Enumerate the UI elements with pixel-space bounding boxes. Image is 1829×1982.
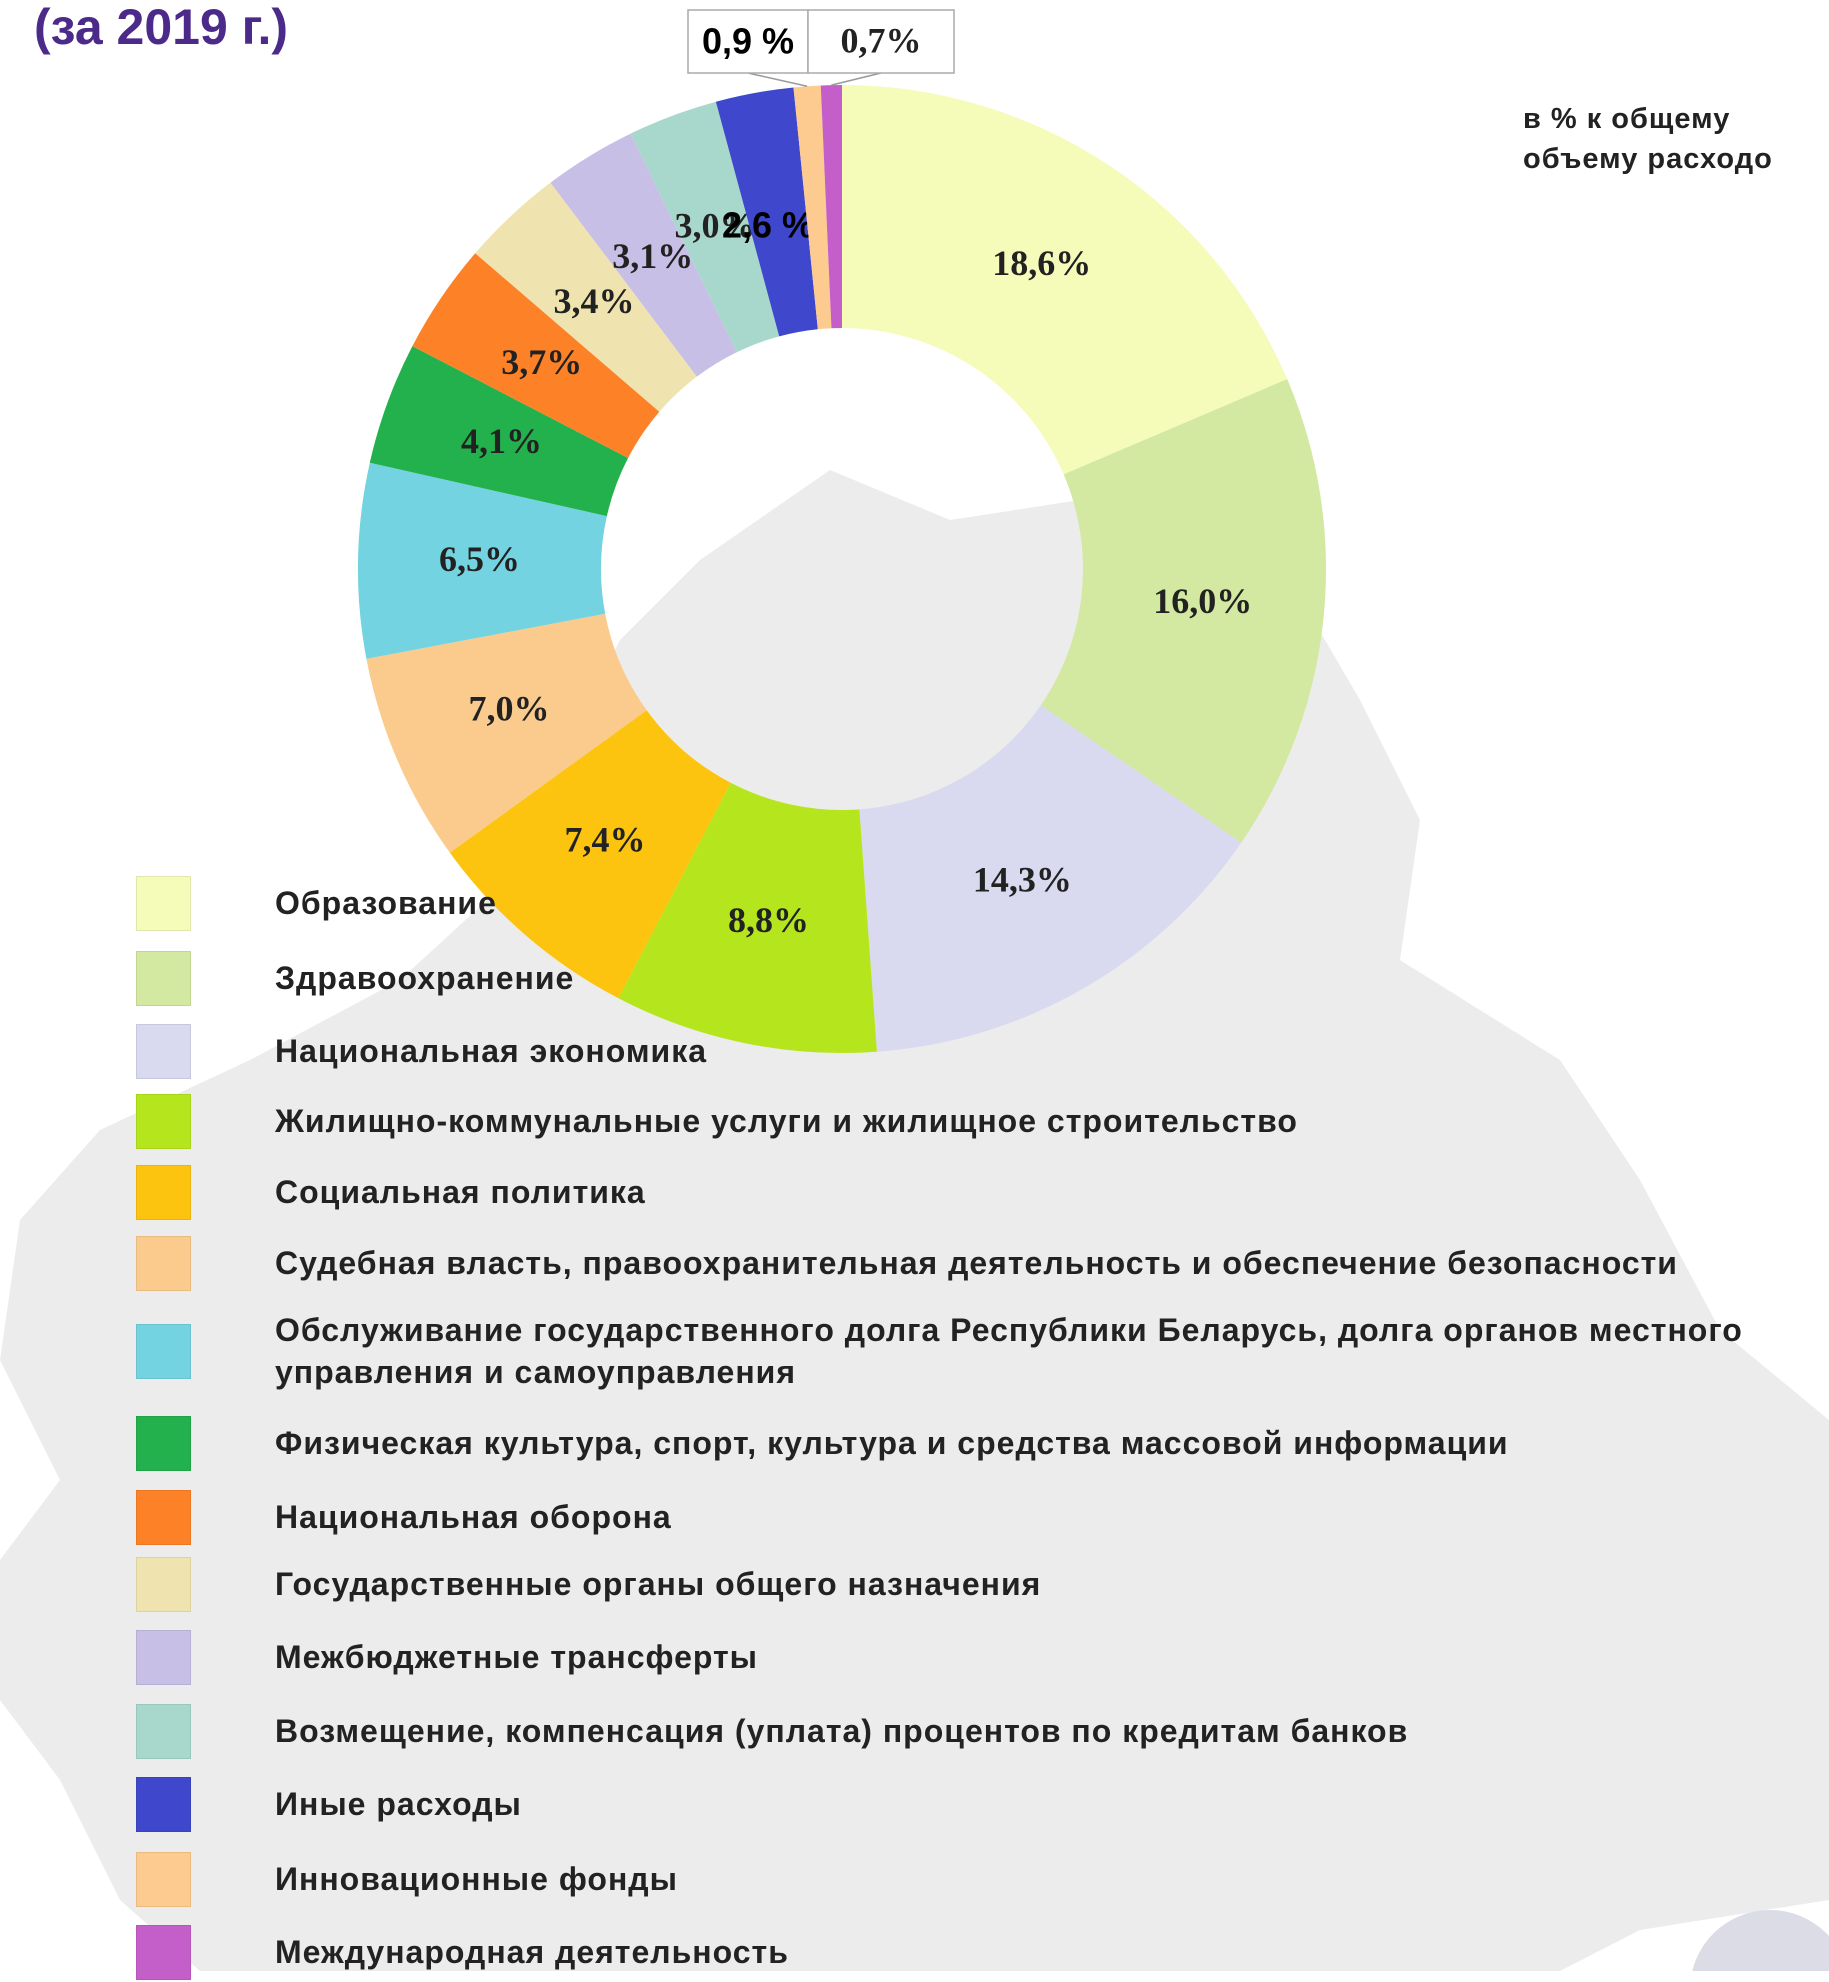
legend-label: Национальная экономика: [275, 1033, 708, 1069]
legend-swatch: [136, 1415, 191, 1471]
slice: [793, 85, 832, 330]
legend-label: Межбюджетные трансферты: [275, 1639, 758, 1675]
slice: [842, 85, 1288, 475]
legend-item: Образование: [136, 873, 497, 933]
slice: [412, 253, 660, 459]
legend-swatch: [136, 1323, 191, 1379]
slice: [357, 462, 607, 659]
legend-label: Государственные органы общего назначения: [275, 1566, 1042, 1602]
value-label: 3,7%: [501, 342, 582, 382]
slice: [449, 710, 731, 999]
value-label: 0,7%: [841, 20, 922, 60]
legend-label: Иные расходы: [275, 1786, 522, 1822]
legend-swatch: [136, 1703, 191, 1759]
legend-item: Здравоохранение: [136, 948, 574, 1008]
value-label: 14,3%: [973, 860, 1072, 900]
legend-swatch: [136, 1629, 191, 1685]
legend-swatch: [136, 1023, 191, 1079]
legend-item: Национальная экономика: [136, 1021, 707, 1081]
legend-swatch: [136, 1924, 191, 1980]
legend-item: Государственные органы общего назначения: [136, 1554, 1041, 1614]
note: в % к общему: [1523, 103, 1730, 135]
slice: [630, 101, 780, 353]
value-label: 16,0%: [1153, 581, 1252, 621]
value-label: 6,5%: [439, 539, 520, 579]
legend-label: Здравоохранение: [275, 960, 575, 996]
legend-label: Физическая культура, спорт, культура и с…: [275, 1425, 1509, 1461]
slice: [475, 182, 697, 412]
callout-line: [831, 72, 882, 86]
value-label: 0,9 %: [702, 21, 794, 62]
legend-swatch: [136, 1556, 191, 1612]
legend-item: Возмещение, компенсация (уплата) процент…: [136, 1701, 1408, 1761]
legend-swatch: [136, 1093, 191, 1149]
slice: [820, 85, 842, 329]
value-label: 2,6 %: [722, 205, 814, 246]
logo: [1692, 1910, 1829, 1971]
slice: [859, 705, 1242, 1052]
legend-label: Инновационные фонды: [275, 1861, 678, 1897]
legend-swatch: [136, 1235, 191, 1291]
legend-item: Физическая культура, спорт, культура и с…: [136, 1413, 1509, 1473]
slice: [366, 613, 647, 853]
slice: [715, 87, 818, 337]
slice: [1040, 379, 1326, 843]
legend-swatch: [136, 1164, 191, 1220]
legend-label: Национальная оборона: [275, 1499, 672, 1535]
legend-label: Возмещение, компенсация (уплата) процент…: [275, 1713, 1409, 1749]
chart-title: (за 2019 г.): [34, 0, 288, 55]
callout-box: [687, 9, 809, 74]
value-label: 18,6%: [992, 243, 1091, 283]
legend-label: Жилищно-коммунальные услуги и жилищное с…: [275, 1103, 1298, 1139]
legend-label: Социальная политика: [275, 1174, 646, 1210]
legend-item: Иные расходы: [136, 1774, 522, 1834]
callout-line: [747, 72, 808, 87]
legend-label: Образование: [275, 885, 497, 921]
legend-swatch: [136, 1776, 191, 1832]
legend-swatch: [136, 875, 191, 931]
legend-item: Жилищно-коммунальные услуги и жилищное с…: [136, 1091, 1298, 1151]
legend-item: Инновационные фонды: [136, 1849, 678, 1909]
slice: [550, 133, 737, 377]
legend-item: Социальная политика: [136, 1162, 646, 1222]
value-label: 3,4%: [554, 281, 635, 321]
legend-swatch: [136, 950, 191, 1006]
legend-item: Международная деятельность: [136, 1922, 789, 1982]
legend-swatch: [136, 1851, 191, 1907]
legend-item: Межбюджетные трансферты: [136, 1627, 758, 1687]
slice: [618, 782, 877, 1053]
legend-label: Обслуживание государственного долга Респ…: [275, 1312, 1743, 1390]
value-label: 8,8%: [728, 900, 809, 940]
legend-label: Международная деятельность: [275, 1934, 789, 1970]
value-label: 7,4%: [565, 820, 646, 860]
value-label: 4,1%: [461, 421, 542, 461]
legend-label: Судебная власть, правоохранительная деят…: [275, 1245, 1678, 1281]
legend-swatch: [136, 1489, 191, 1545]
note: объему расходо: [1523, 143, 1773, 175]
legend-item: Судебная власть, правоохранительная деят…: [136, 1233, 1678, 1293]
legend-item: Национальная оборона: [136, 1487, 672, 1547]
value-label: 3,1%: [612, 236, 693, 276]
callout-box: [807, 9, 955, 74]
value-label: 3,0%: [675, 206, 756, 246]
slice: [369, 346, 629, 517]
map-background: [0, 470, 1829, 1971]
value-label: 7,0%: [469, 689, 550, 729]
legend-item: Обслуживание государственного долга Респ…: [136, 1312, 1755, 1390]
